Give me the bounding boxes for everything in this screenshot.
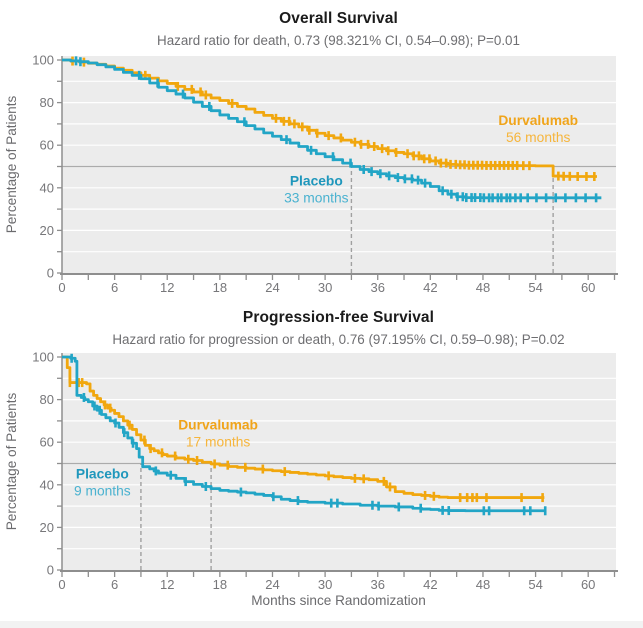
x-tick-label: 54	[528, 280, 542, 295]
x-tick-label: 48	[476, 280, 490, 295]
durvalumab-median-label: 56 months	[506, 130, 571, 145]
x-axis-label: Months since Randomization	[251, 593, 426, 608]
pfs-subtitle: Hazard ratio for progression or death, 0…	[112, 332, 565, 347]
y-tick-label: 80	[40, 95, 54, 110]
x-tick-label: 0	[58, 280, 65, 295]
y-tick-label: 100	[32, 350, 54, 365]
x-tick-label: 18	[213, 577, 227, 592]
placebo-label: Placebo	[290, 174, 343, 189]
figure-bottom-edge	[0, 621, 643, 628]
x-tick-label: 42	[423, 577, 437, 592]
y-tick-label: 60	[40, 435, 54, 450]
y-axis-label: Percentage of Patients	[4, 96, 19, 234]
y-tick-label: 0	[47, 266, 54, 281]
x-tick-label: 6	[111, 577, 118, 592]
y-tick-label: 40	[40, 477, 54, 492]
x-tick-label: 24	[265, 577, 279, 592]
y-tick-label: 20	[40, 223, 54, 238]
x-tick-label: 18	[213, 280, 227, 295]
x-tick-label: 30	[318, 280, 332, 295]
plot-background	[62, 353, 617, 570]
pfs-plot: 0 6 12 18 24 30 36 42 48 54 60 0 20 40 60 80 100 Durvalum…	[4, 350, 619, 592]
x-tick-label: 24	[265, 280, 279, 295]
durvalumab-label: Durvalumab	[498, 113, 578, 128]
y-tick-label: 100	[32, 53, 54, 68]
x-tick-label: 54	[528, 577, 542, 592]
x-tick-label: 60	[581, 577, 595, 592]
x-tick-label: 0	[58, 577, 65, 592]
x-tick-label: 48	[476, 577, 490, 592]
y-tick-label: 20	[40, 520, 54, 535]
placebo-label: Placebo	[76, 466, 129, 481]
x-tick-label: 36	[370, 577, 384, 592]
x-tick-label: 6	[111, 280, 118, 295]
x-tick-label: 36	[370, 280, 384, 295]
overall-survival-subtitle: Hazard ratio for death, 0.73 (98.321% CI…	[157, 33, 520, 48]
y-tick-label: 40	[40, 180, 54, 195]
placebo-median-label: 9 months	[74, 483, 131, 498]
overall-survival-title: Overall Survival	[279, 10, 398, 27]
x-tick-label: 60	[581, 280, 595, 295]
durvalumab-label: Durvalumab	[178, 417, 258, 432]
x-tick-label: 12	[160, 280, 174, 295]
placebo-curve	[62, 355, 545, 513]
placebo-median-label: 33 months	[284, 191, 349, 206]
y-tick-label: 60	[40, 138, 54, 153]
x-tick-label: 42	[423, 280, 437, 295]
y-tick-label: 0	[47, 563, 54, 578]
x-tick-label: 30	[318, 577, 332, 592]
pfs-title: Progression-free Survival	[242, 309, 435, 326]
overall-survival-plot: 0 6 12 18 24 30 36 42 48 54 60 0 20 40 60 80 100 Durvalum…	[4, 53, 619, 295]
durvalumab-median-label: 17 months	[186, 434, 251, 449]
y-axis-label: Percentage of Patients	[4, 393, 19, 531]
x-tick-label: 12	[160, 577, 174, 592]
y-tick-label: 80	[40, 392, 54, 407]
